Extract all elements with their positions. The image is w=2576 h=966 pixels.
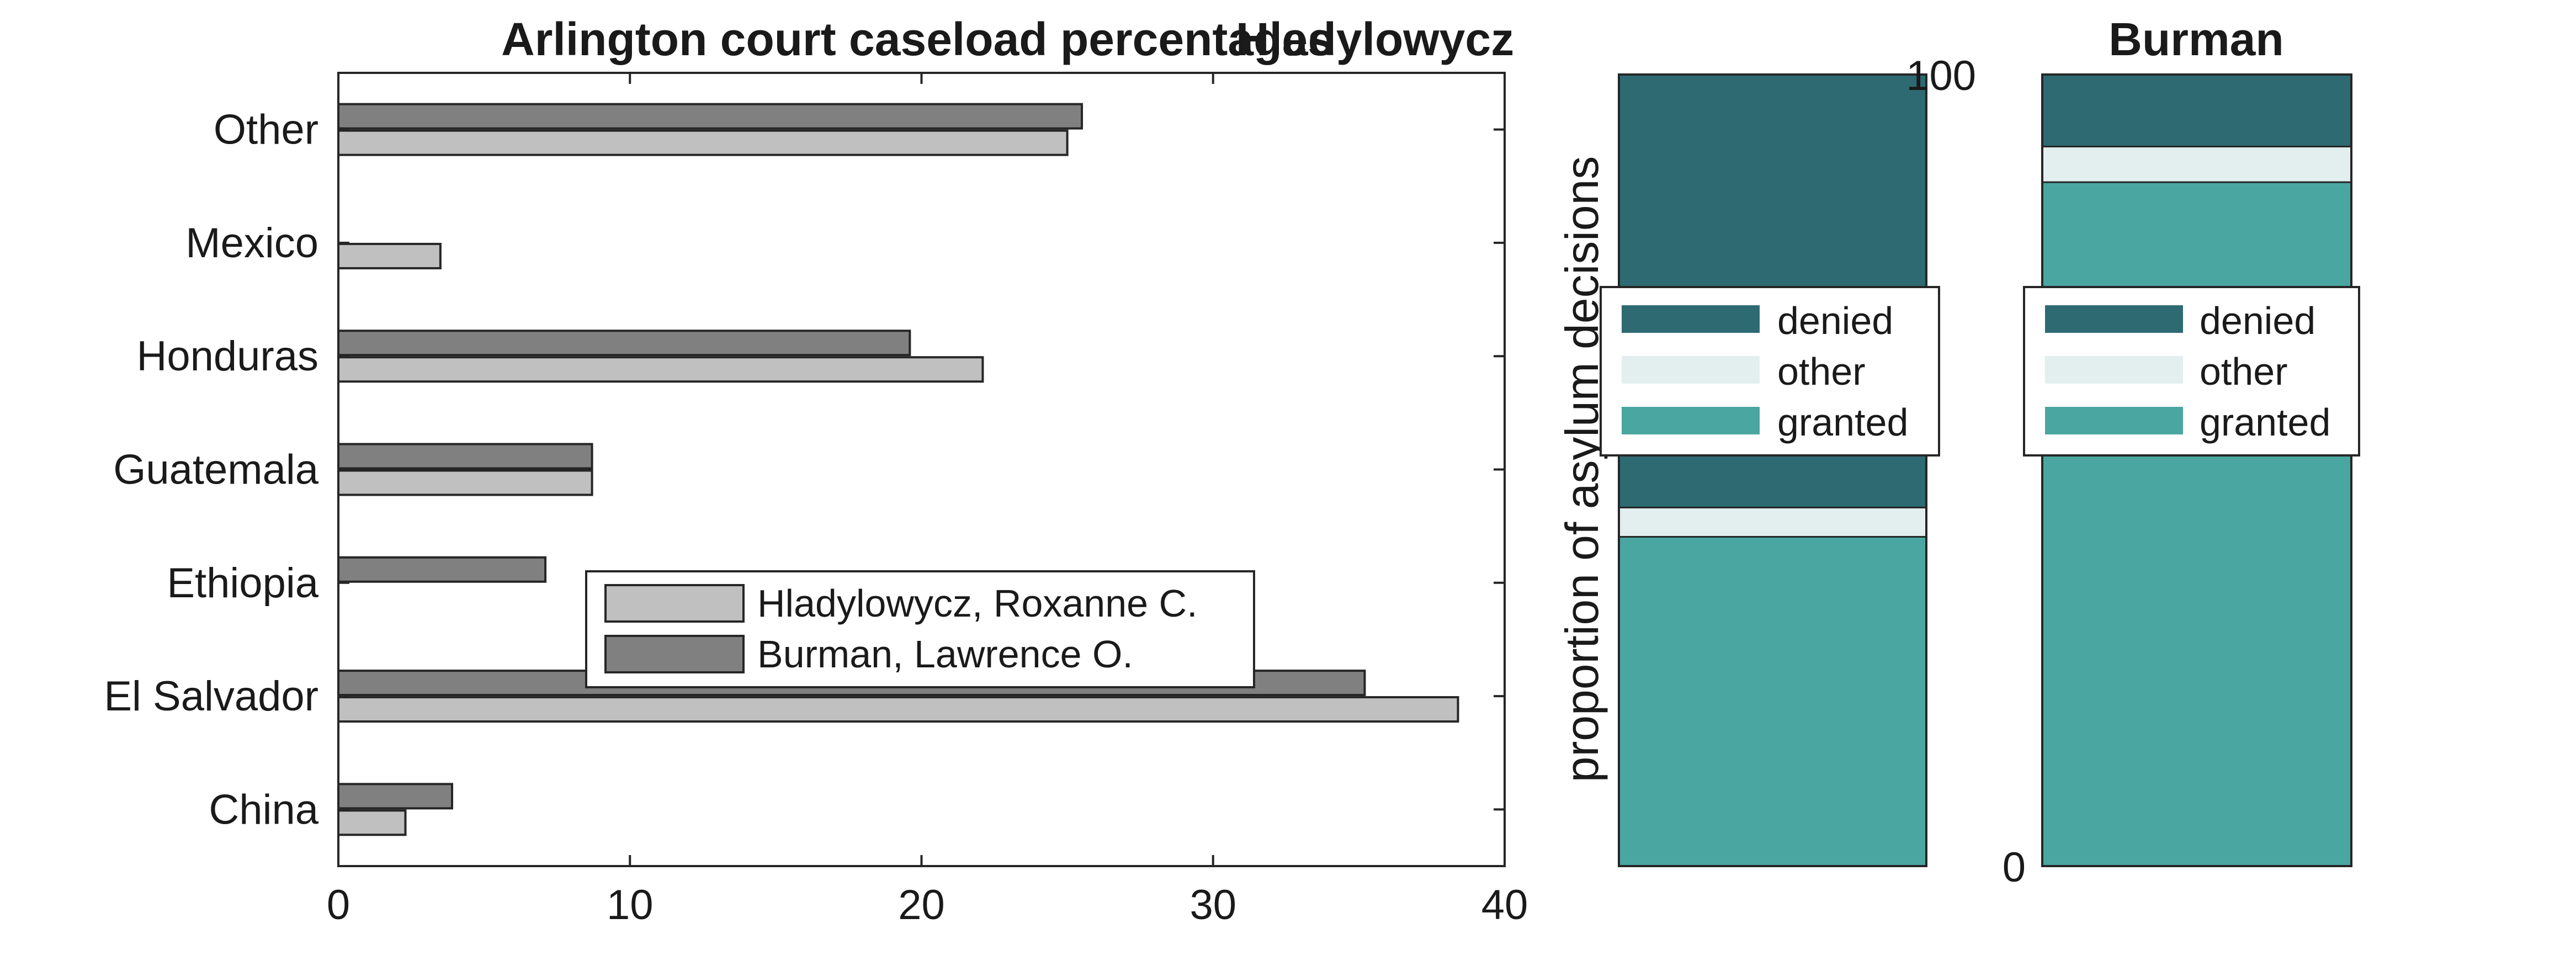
burman-legend: denied other granted <box>2023 286 2360 457</box>
burman-segments <box>2041 73 2352 867</box>
xtick-label-20: 20 <box>898 882 945 928</box>
category-label-guatemala: Guatemala <box>113 447 318 493</box>
bar-hladylowycz-el-salvador <box>337 696 1459 723</box>
xtick-label-30: 30 <box>1189 882 1236 928</box>
burman-swatch-other <box>2045 356 2183 384</box>
bar-hladylowycz-guatemala <box>337 469 593 496</box>
category-label-ethiopia: Ethiopia <box>167 560 318 607</box>
axis-ticks: 0 10 20 30 40 <box>327 73 1528 928</box>
bar-hladylowycz-mexico <box>337 242 442 269</box>
hladylowycz-segment-other <box>1618 506 1927 538</box>
burman-segment-denied <box>2041 73 2352 147</box>
xtick-label-40: 40 <box>1481 882 1528 928</box>
legend-swatch-burman <box>604 635 745 673</box>
burman-legend-granted: granted <box>2200 401 2330 444</box>
hladylowycz-legend-other: other <box>1777 350 1866 393</box>
chart-title: Arlington court caseload percentages <box>501 13 1334 65</box>
burman-swatch-denied <box>2045 305 2183 333</box>
bar-hladylowycz-honduras <box>337 356 984 383</box>
bar-burman-ethiopia <box>337 556 547 583</box>
bar-hladylowycz-other <box>337 129 1069 156</box>
caseload-bar-chart: Arlington court caseload percentages Oth… <box>104 13 1528 928</box>
burman-segment-granted <box>2041 181 2352 867</box>
category-label-honduras: Honduras <box>136 333 318 380</box>
burman-ytick-bottom: 0 <box>2003 844 2026 891</box>
xtick-label-10: 10 <box>607 882 654 928</box>
hladylowycz-legend: denied other granted <box>1600 286 1940 457</box>
xtick-label-0: 0 <box>327 882 350 928</box>
burman-title: Burman <box>2108 13 2283 65</box>
hladylowycz-legend-denied: denied <box>1777 299 1893 342</box>
y-axis-label: proportion of asylum decisions <box>1556 156 1608 783</box>
burman-ytick-top: 100 <box>1906 52 1976 99</box>
bar-burman-other <box>337 103 1083 130</box>
burman-swatch-granted <box>2045 407 2183 434</box>
category-label-china: China <box>209 786 318 833</box>
hladylowycz-legend-granted: granted <box>1777 401 1908 444</box>
category-label-mexico: Mexico <box>185 220 318 267</box>
burman-stacked-chart: Burman 100 0 denied other granted <box>1906 13 2360 891</box>
bar-legend: Hladylowycz, Roxanne C. Burman, Lawrence… <box>585 570 1255 688</box>
hladylowycz-segments <box>1618 73 1927 867</box>
burman-legend-other: other <box>2200 350 2288 393</box>
burman-legend-denied: denied <box>2200 299 2315 342</box>
hladylowycz-swatch-granted <box>1622 407 1760 434</box>
hladylowycz-swatch-denied <box>1622 305 1760 333</box>
bar-burman-honduras <box>337 330 911 357</box>
legend-label-hladylowycz: Hladylowycz, Roxanne C. <box>757 582 1198 625</box>
hladylowycz-title: Hladylowycz <box>1236 13 1514 65</box>
hladylowycz-stacked-chart: Hladylowycz proportion of asylum decisio… <box>1236 13 1940 867</box>
hladylowycz-segment-granted <box>1618 535 1927 867</box>
burman-frame <box>2041 73 2352 867</box>
bar-marks: Other Mexico Honduras Guatemala Ethiopia El S… <box>104 103 1459 836</box>
burman-segment-other <box>2041 145 2352 183</box>
legend-swatch-hladylowycz <box>604 584 745 623</box>
category-label-el-salvador: El Salvador <box>104 673 318 720</box>
hladylowycz-swatch-other <box>1622 356 1760 384</box>
bar-burman-china <box>337 783 454 810</box>
hladylowycz-frame <box>1618 73 1927 867</box>
bar-hladylowycz-china <box>337 809 407 836</box>
category-label-other: Other <box>214 107 318 153</box>
bar-burman-guatemala <box>337 443 593 470</box>
legend-label-burman: Burman, Lawrence O. <box>757 633 1133 676</box>
